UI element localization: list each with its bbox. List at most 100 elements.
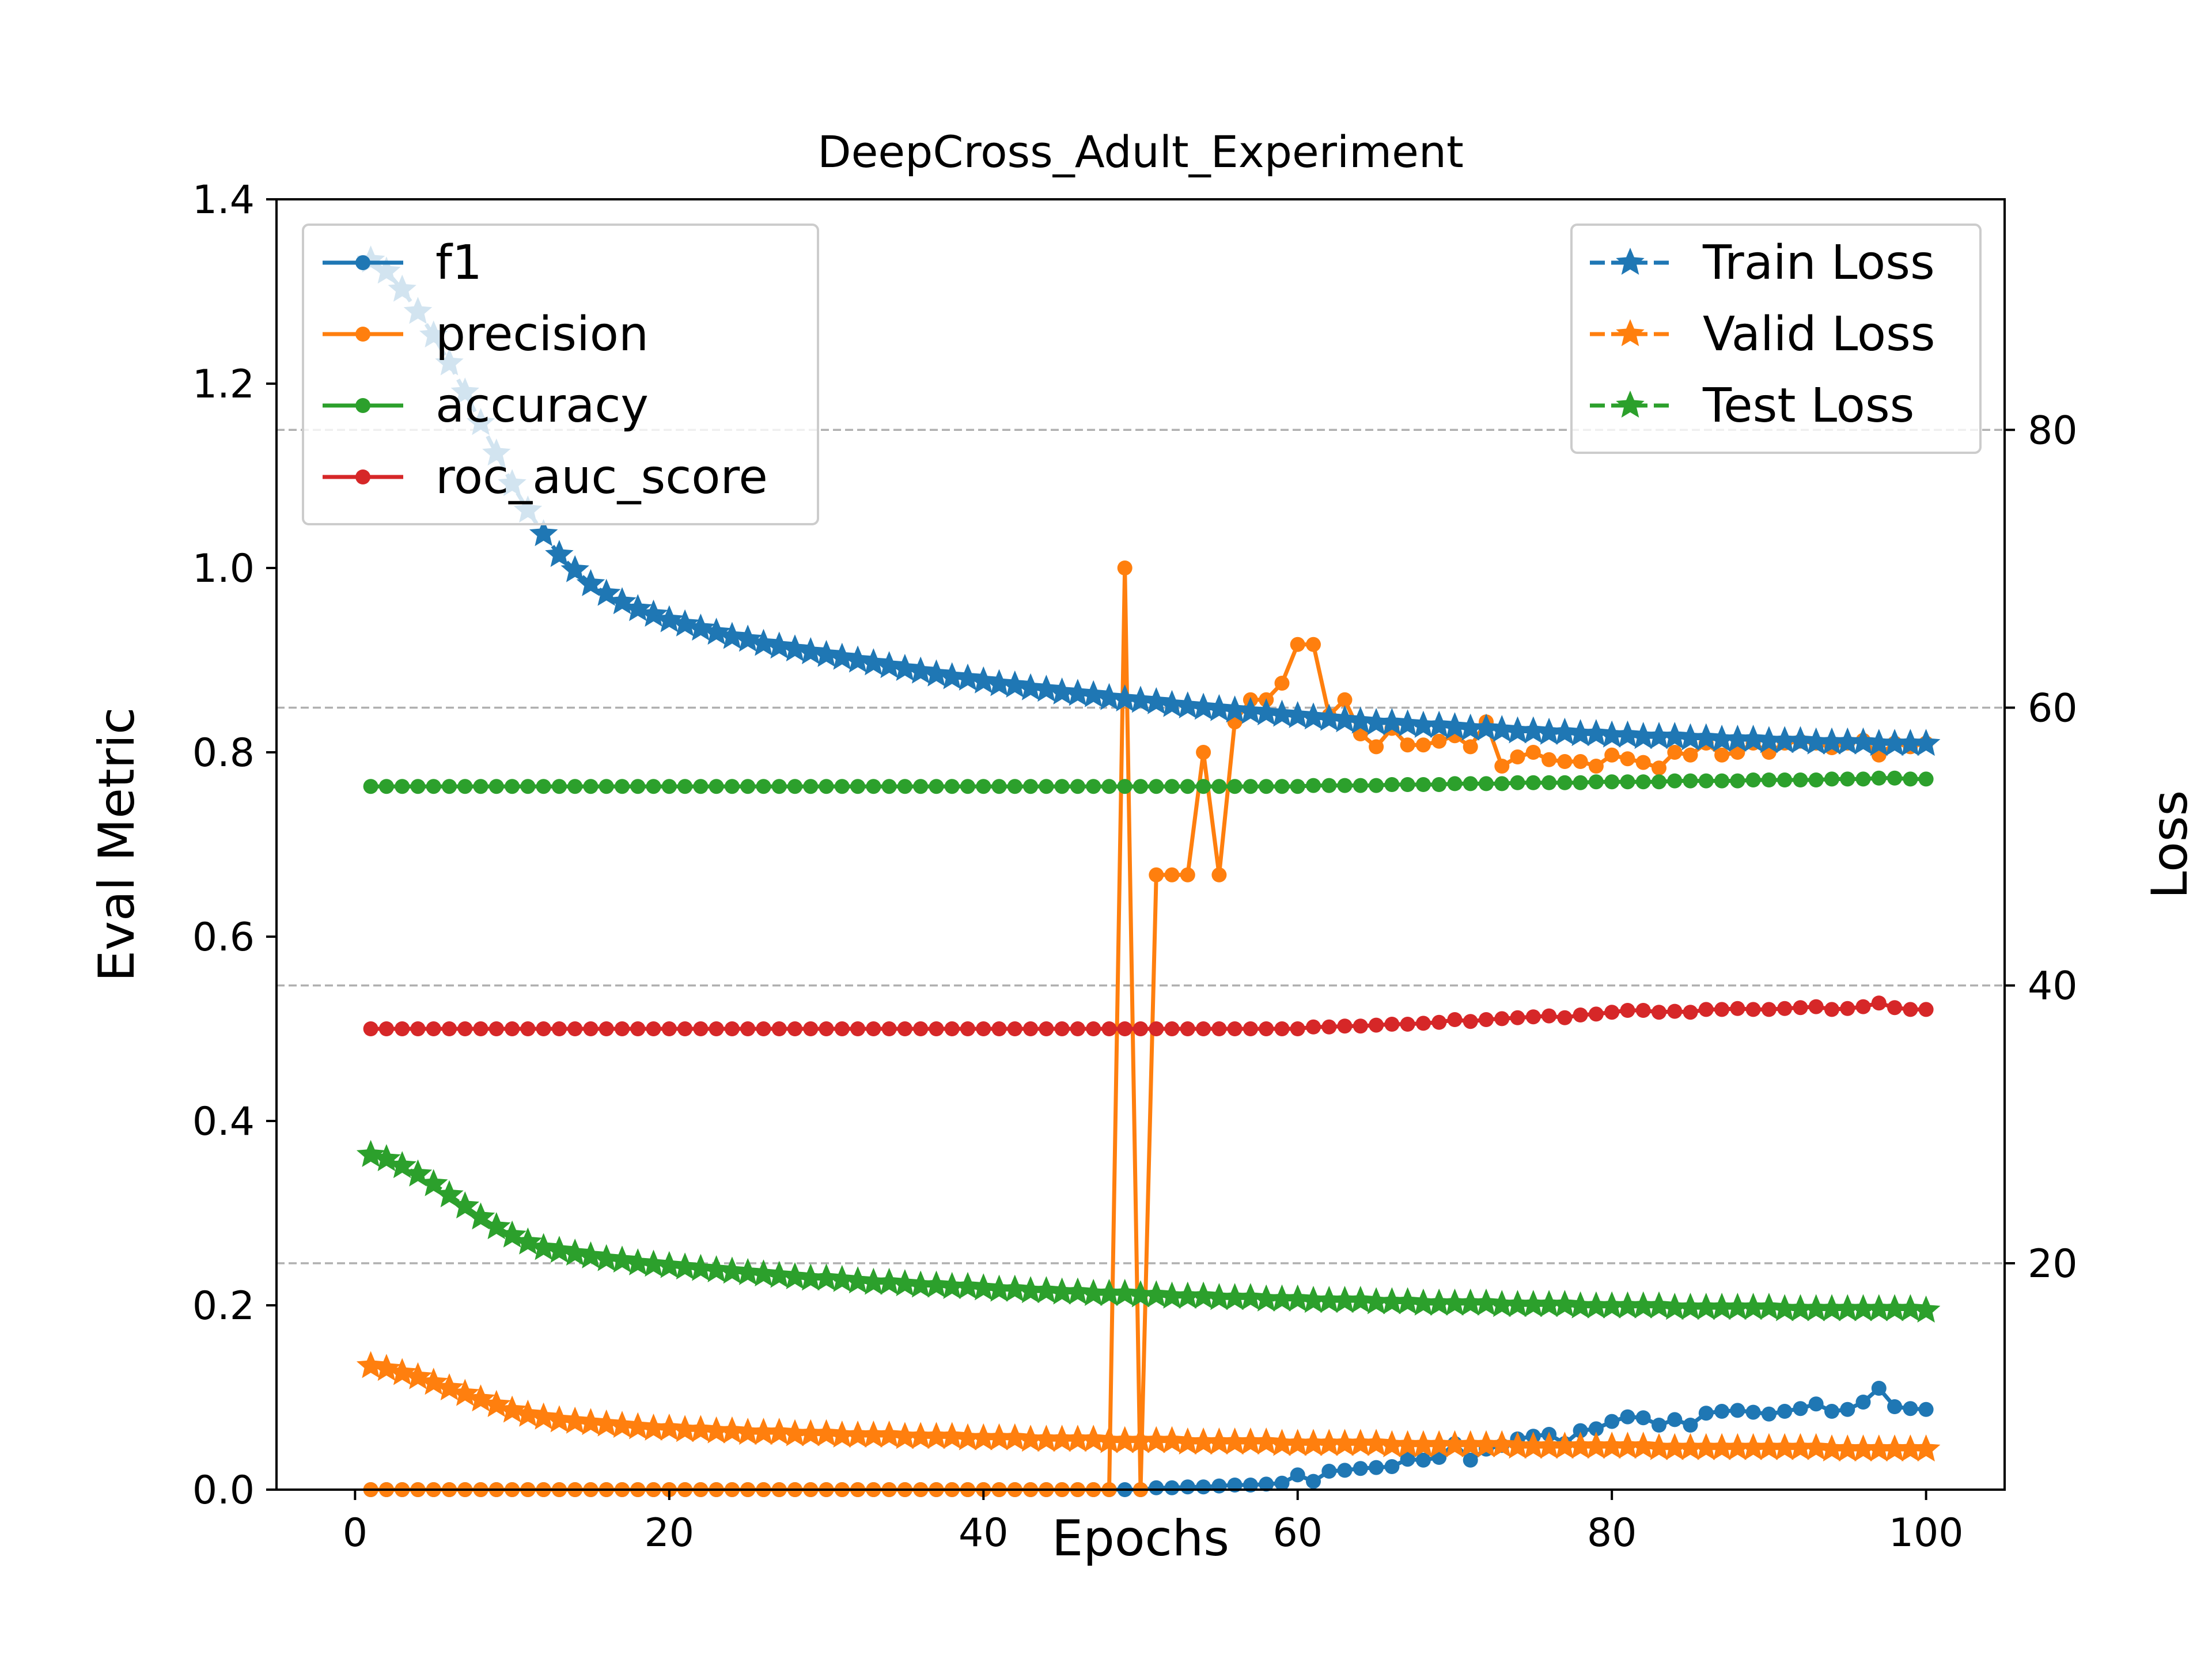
data-point	[1142, 687, 1171, 714]
data-point	[969, 1273, 998, 1301]
data-point	[929, 779, 944, 794]
data-point	[702, 618, 731, 645]
data-point	[1519, 1290, 1548, 1317]
data-point	[897, 1021, 912, 1036]
data-point	[922, 1270, 951, 1298]
data-point	[1431, 777, 1447, 792]
data-point	[1557, 775, 1573, 790]
data-point	[866, 1021, 881, 1036]
data-point	[1745, 1002, 1761, 1017]
data-point	[1047, 1425, 1077, 1452]
data-point	[623, 1248, 652, 1275]
x-tick-label-0: 0	[343, 1510, 368, 1556]
data-point	[803, 779, 819, 794]
data-point	[1620, 751, 1635, 767]
data-point	[1597, 720, 1626, 748]
data-point	[608, 1411, 637, 1438]
data-point	[1415, 1016, 1431, 1031]
data-point	[1510, 775, 1525, 790]
data-point	[1817, 1434, 1846, 1462]
data-point	[498, 1395, 527, 1423]
data-point	[1667, 1412, 1683, 1427]
data-point	[1698, 1406, 1714, 1421]
data-point	[1573, 775, 1588, 790]
data-point	[363, 1021, 378, 1036]
data-point	[1855, 1395, 1871, 1410]
data-point	[765, 631, 794, 659]
data-point	[724, 779, 740, 794]
data-point	[1802, 1294, 1831, 1321]
data-point	[749, 1418, 778, 1445]
data-point	[1196, 1479, 1211, 1495]
data-point	[1032, 1276, 1061, 1304]
data-point	[1463, 776, 1478, 791]
data-point	[576, 1241, 605, 1268]
data-point	[1692, 1433, 1721, 1460]
data-point	[1290, 637, 1305, 652]
data-point	[1833, 1434, 1862, 1462]
data-point	[1384, 1017, 1400, 1032]
data-point	[1330, 1429, 1359, 1456]
data-point	[1714, 1404, 1730, 1419]
data-point	[639, 1413, 668, 1441]
data-point	[960, 1021, 975, 1036]
data-point	[363, 779, 378, 794]
data-point	[1173, 1281, 1202, 1309]
data-point	[686, 1253, 715, 1281]
data-point	[1588, 774, 1604, 790]
data-point	[1133, 779, 1148, 794]
data-point	[1802, 1433, 1831, 1460]
data-point	[1855, 771, 1871, 787]
data-point	[1164, 779, 1180, 794]
data-point	[1582, 1291, 1611, 1319]
data-point	[1557, 1010, 1573, 1025]
data-point	[1777, 772, 1793, 787]
data-point	[1252, 1284, 1281, 1312]
data-point	[1001, 670, 1029, 698]
data-point	[1683, 1418, 1698, 1433]
data-point	[944, 779, 960, 794]
data-point	[592, 1244, 621, 1271]
data-point	[1745, 772, 1761, 787]
data-point	[1911, 1296, 1941, 1323]
data-point	[1283, 1284, 1312, 1312]
data-point	[1415, 737, 1431, 753]
data-point	[881, 1021, 897, 1036]
data-point	[599, 1021, 614, 1036]
data-point	[1086, 1021, 1101, 1036]
data-point	[545, 1236, 574, 1263]
y-left-tick-label-7: 1.4	[192, 177, 255, 223]
data-point	[812, 1263, 841, 1291]
data-point	[671, 1415, 699, 1442]
data-point	[843, 1266, 872, 1294]
data-point	[1755, 1293, 1783, 1320]
legend-marker	[355, 255, 370, 270]
data-point	[1001, 1274, 1029, 1302]
data-point	[671, 609, 699, 637]
data-point	[1259, 1476, 1274, 1492]
data-point	[655, 1251, 684, 1278]
data-point	[984, 1274, 1014, 1302]
data-point	[771, 779, 787, 794]
data-point	[796, 1263, 825, 1291]
data-point	[1070, 1021, 1085, 1036]
data-point	[733, 1418, 762, 1445]
data-point	[1267, 1429, 1297, 1456]
y-right-tick-label-0: 20	[2028, 1241, 2078, 1287]
data-point	[686, 613, 715, 641]
data-point	[834, 779, 850, 794]
legend-label: Test Loss	[1702, 378, 1914, 433]
data-point	[1173, 1427, 1202, 1455]
legend-marker	[355, 398, 370, 413]
data-point	[1079, 680, 1108, 707]
data-point	[1887, 770, 1903, 786]
data-point	[1211, 1021, 1227, 1036]
data-point	[1840, 1001, 1855, 1016]
data-point	[1849, 1294, 1878, 1321]
data-point	[1299, 702, 1328, 730]
data-point	[1016, 673, 1045, 700]
data-point	[1865, 1294, 1893, 1321]
data-point	[771, 1021, 787, 1036]
data-point	[592, 1409, 621, 1437]
data-point	[1918, 1002, 1934, 1017]
